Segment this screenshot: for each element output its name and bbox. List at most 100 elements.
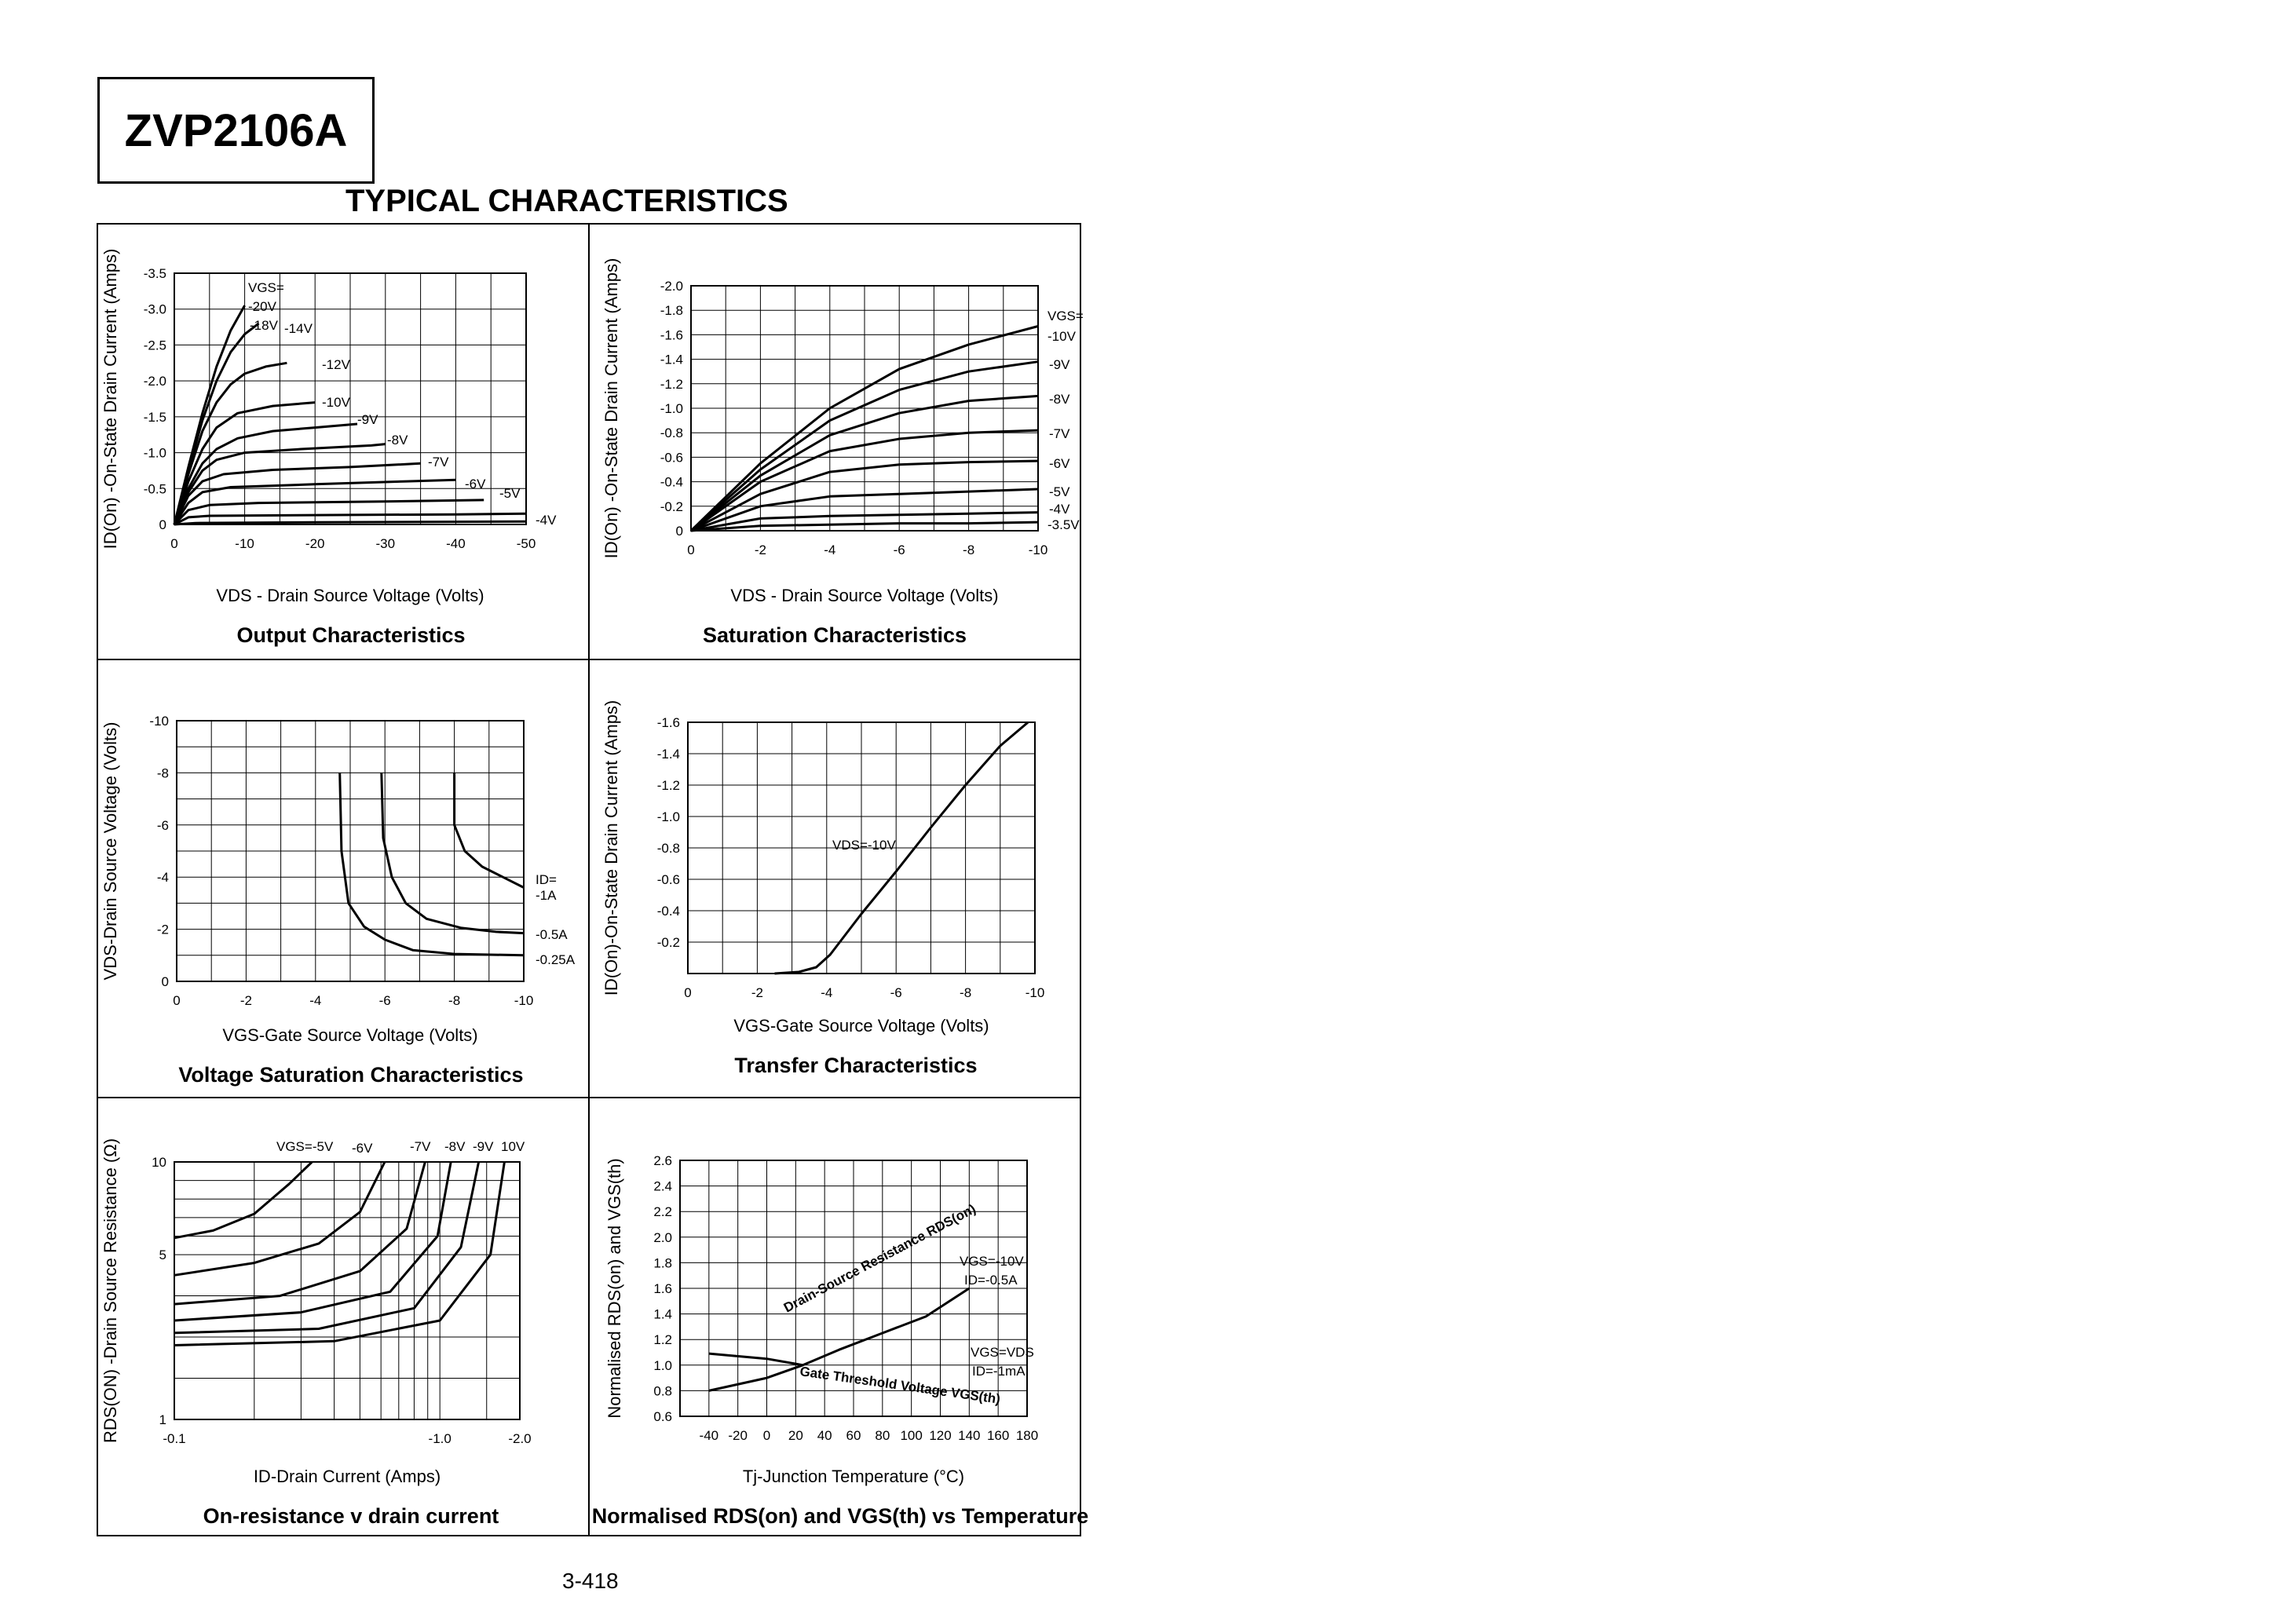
x-tick-label: -10: [1026, 985, 1045, 1000]
chart-title: Saturation Characteristics: [703, 623, 967, 647]
series-label: -3.5V: [1047, 517, 1080, 532]
x-tick-label: 0: [170, 536, 177, 551]
chart-title: Normalised RDS(on) and VGS(th) vs Temper…: [592, 1504, 1089, 1528]
y-tick-label: -0.8: [660, 426, 683, 440]
x-tick-label: -40: [700, 1428, 719, 1443]
series-line: [689, 325, 1039, 532]
y-tick-label: 0: [676, 524, 683, 539]
y-axis-label: Normalised RDS(on) and VGS(th): [605, 1158, 624, 1418]
x-tick-label: 0: [763, 1428, 770, 1443]
chart-title: Voltage Saturation Characteristics: [178, 1063, 523, 1087]
x-tick-label: -2: [240, 993, 252, 1008]
x-axis-label: VDS - Drain Source Voltage (Volts): [730, 586, 998, 605]
x-tick-label: -4: [821, 985, 832, 1000]
page-number: 3-418: [562, 1569, 619, 1593]
series-label: -8V: [444, 1139, 466, 1154]
series-line: [173, 443, 386, 525]
series-line: [173, 422, 358, 525]
chart-title: On-resistance v drain current: [203, 1504, 499, 1528]
x-tick-label: 60: [846, 1428, 861, 1443]
y-tick-label: -10: [149, 714, 169, 729]
series-line: [690, 521, 1039, 532]
x-tick-label: -8: [960, 985, 971, 1000]
chart-normalised: -40 -20 0 20 40 60 80 100 120 140 160 180 0.6 0.8 1.0 1…: [592, 1153, 1089, 1528]
y-tick-label: 1.4: [653, 1307, 672, 1322]
series-label: -12V: [322, 357, 351, 372]
x-axis-label: ID-Drain Current (Amps): [254, 1467, 441, 1486]
y-tick-label: -8: [157, 765, 169, 780]
x-tick-label: -4: [309, 993, 321, 1008]
series-line: [690, 488, 1039, 532]
y-axis-label: VDS-Drain Source Voltage (Volts): [101, 722, 120, 981]
chart-saturation: 0 -2 -4 -6 -8 -10 0 -0.2 -0.4 -0.6 -0.8 -1.0 -1.2 -1.…: [601, 258, 1084, 647]
series-line: [173, 478, 456, 525]
series-line: [690, 459, 1039, 532]
x-axis-label: VGS-Gate Source Voltage (Volts): [222, 1025, 477, 1045]
y-tick-label: 0: [162, 974, 169, 989]
series-line: [173, 499, 484, 526]
y-tick-label: -1.6: [657, 715, 680, 730]
series-label: Gate Threshold Voltage VGS(th): [799, 1364, 1001, 1407]
series-line: [174, 1161, 506, 1346]
x-tick-label: -6: [894, 542, 905, 557]
y-tick-label: -2.0: [660, 279, 683, 294]
series-label: -6V: [1049, 456, 1070, 471]
series-line: [174, 512, 527, 526]
x-tick-label: -2: [751, 985, 763, 1000]
plot-frame: [679, 1160, 1028, 1417]
series-label: -4V: [536, 513, 557, 528]
series-line: [174, 1161, 481, 1335]
chart-title: Transfer Characteristics: [734, 1054, 977, 1077]
series-line: [774, 721, 1029, 975]
plot-frame: [174, 1161, 521, 1420]
y-tick-label: -0.6: [660, 450, 683, 465]
series-label: -20V: [248, 299, 277, 314]
condition-label: VGS=VDS: [971, 1345, 1034, 1360]
y-tick-label: -0.2: [657, 935, 680, 950]
series-line: [174, 1161, 386, 1277]
x-tick-label: -8: [448, 993, 460, 1008]
legend-header: VGS=: [248, 280, 284, 295]
series-label: -8V: [1049, 392, 1070, 407]
series-label: -9V: [473, 1139, 494, 1154]
x-tick-label: -10: [235, 536, 254, 551]
series-line: [453, 773, 525, 889]
y-tick-label: 10: [152, 1155, 166, 1170]
y-tick-label: -1.4: [660, 353, 683, 367]
series-line: [338, 773, 525, 957]
series-label: VDS=-10V: [832, 838, 896, 853]
x-tick-label: -2.0: [508, 1431, 531, 1446]
series-label: VGS=-5V: [276, 1139, 334, 1154]
x-tick-label: -1.0: [429, 1431, 452, 1446]
y-tick-label: 0.6: [653, 1409, 672, 1424]
legend-header: VGS=: [1047, 309, 1084, 323]
x-tick-label: -20: [305, 536, 325, 551]
x-tick-label: -30: [376, 536, 396, 551]
y-tick-label: -1.0: [657, 809, 680, 824]
x-tick-label: 100: [900, 1428, 922, 1443]
y-tick-label: -0.2: [660, 499, 683, 514]
x-axis-label: VGS-Gate Source Voltage (Volts): [733, 1016, 989, 1036]
y-tick-label: -3.0: [144, 302, 166, 317]
plot-frame: [176, 720, 525, 982]
series-label: -7V: [1049, 426, 1070, 441]
y-tick-label: -4: [157, 870, 169, 885]
series-label: -18V: [250, 318, 279, 333]
chart-output: 0 -10 -20 -30 -40 -50 0 -0.5 -1.0 -1.5 -2.0 -2.5 -3.…: [101, 249, 557, 647]
condition-label: ID=-0.5A: [964, 1273, 1018, 1288]
y-tick-label: -1.0: [660, 401, 683, 416]
series-line: [174, 1160, 313, 1240]
y-tick-label: -6: [157, 818, 169, 833]
series-label: -8V: [387, 433, 408, 448]
x-tick-label: -10: [1029, 542, 1048, 557]
y-tick-label: -2.0: [144, 374, 166, 389]
x-tick-label: -6: [379, 993, 391, 1008]
y-axis-label: ID(On) -On-State Drain Current (Amps): [101, 249, 120, 550]
series-label: -14V: [284, 321, 313, 336]
part-number: ZVP2106A: [124, 104, 348, 156]
y-tick-label: -1.2: [660, 377, 683, 392]
y-tick-label: -2: [157, 922, 169, 937]
series-line: [380, 773, 525, 935]
x-tick-label: 180: [1016, 1428, 1038, 1443]
